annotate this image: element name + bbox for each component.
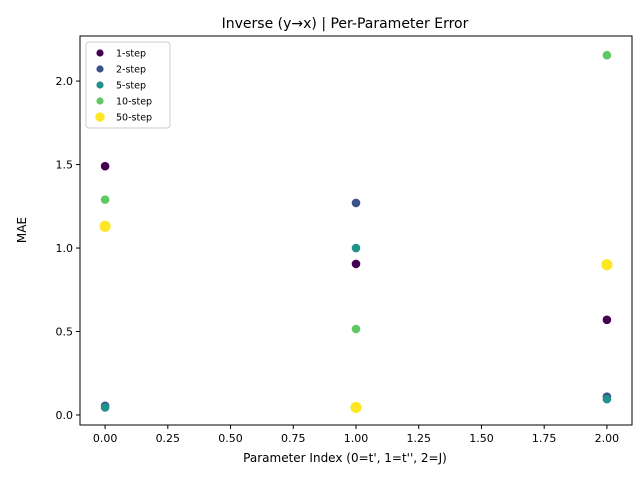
legend-label: 50-step [116,113,152,124]
point-5-step [351,243,361,253]
legend-marker [95,112,105,122]
y-tick-label: 0.0 [56,409,74,422]
point-1-step [100,161,110,171]
x-tick-label: 0.00 [93,432,118,445]
legend-marker [96,49,104,57]
legend-marker [96,81,104,89]
point-1-step [351,259,361,269]
legend-label: 10-step [116,97,152,108]
x-tick-label: 0.75 [281,432,306,445]
legend-label: 5-step [116,81,146,92]
x-axis-ticks: 0.00 0.25 0.50 0.75 1.00 1.25 1.50 1.75 2.00 [93,425,619,445]
data-points [99,50,613,414]
plot-frame [79,35,633,426]
legend: 1-step 2-step 5-step 10-step 50-step [85,41,171,129]
x-axis-label: Parameter Index (0=t', 1=t'', 2=J) [243,451,447,465]
legend-marker [96,65,104,73]
y-tick-label: 2.0 [56,75,74,88]
legend-label: 1-step [116,49,146,60]
x-tick-label: 0.50 [218,432,243,445]
chart-title: Inverse (y→x) | Per-Parameter Error [222,16,469,32]
y-axis-ticks: 0.0 0.5 1.0 1.5 2.0 [56,75,80,422]
point-5-step [602,394,612,404]
point-5-step [100,403,110,412]
legend-marker [96,97,104,105]
x-tick-label: 2.00 [595,432,620,445]
x-tick-label: 0.25 [156,432,181,445]
x-tick-label: 1.25 [406,432,431,445]
point-50-step [601,259,613,271]
x-tick-label: 1.75 [532,432,557,445]
point-50-step [350,401,362,414]
legend-label: 2-step [116,65,146,76]
point-2-step [351,198,361,208]
y-tick-label: 0.5 [56,326,74,339]
y-tick-label: 1.0 [56,242,74,255]
x-tick-label: 1.00 [344,432,369,445]
point-1-step [602,315,612,325]
point-10-step [100,195,110,204]
y-axis-label: MAE [15,217,29,243]
point-10-step [351,324,361,334]
x-tick-label: 1.50 [469,432,494,445]
legend-box [85,41,171,129]
point-10-step [602,50,612,60]
point-50-step [99,220,111,232]
y-tick-label: 1.5 [56,159,74,172]
